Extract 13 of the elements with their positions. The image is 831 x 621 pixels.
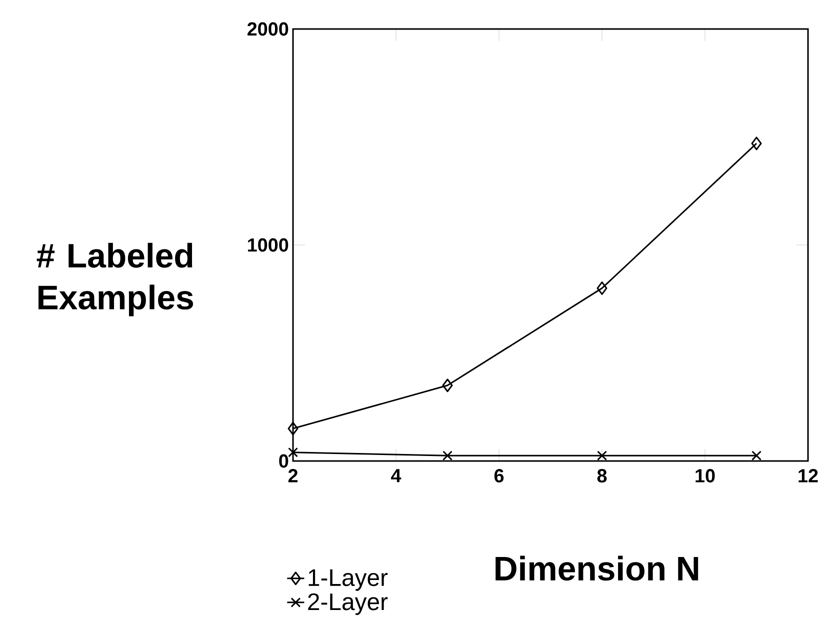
- legend-label: 2-Layer: [308, 593, 388, 615]
- y-tick-label: 2000: [247, 22, 288, 36]
- x-axis-title: Dimension N: [496, 556, 698, 581]
- x-tick-label: 2: [288, 469, 298, 482]
- y-tick-label: 1000: [248, 238, 288, 252]
- x-tick-label: 8: [597, 469, 607, 482]
- legend-label: 1-Layer: [308, 569, 388, 591]
- x-tick-label: 12: [798, 469, 818, 482]
- y-axis-title: # Labeled Examples: [36, 242, 194, 316]
- x-tick-label: 6: [494, 469, 504, 482]
- x-tick-label: 4: [391, 469, 402, 482]
- x-tick-label: 10: [696, 469, 715, 482]
- y-tick-label: 0: [279, 454, 288, 468]
